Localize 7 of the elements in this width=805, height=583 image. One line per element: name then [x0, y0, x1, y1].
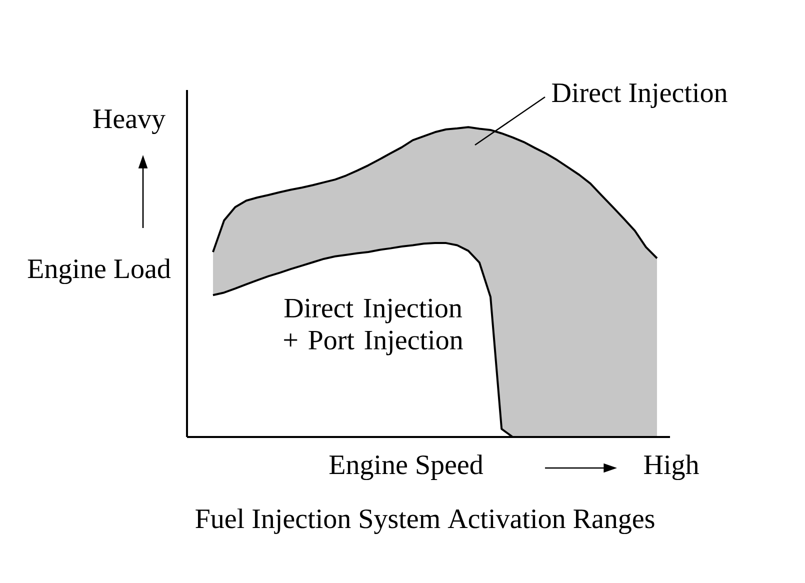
- y-axis-title: Engine Load: [28, 258, 171, 284]
- x-axis-title: Engine Speed: [329, 454, 484, 480]
- series-label: Direct Injection: [552, 83, 728, 108]
- text: High: [644, 454, 699, 480]
- series-label: Direct Injection + Port Injection: [284, 298, 463, 356]
- text: Fuel Injection System Activation Ranges: [196, 508, 654, 534]
- text: Heavy: [93, 110, 166, 134]
